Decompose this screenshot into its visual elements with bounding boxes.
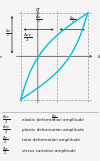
Text: $\frac{\Delta\varepsilon_e}{2}$: $\frac{\Delta\varepsilon_e}{2}$ — [69, 15, 76, 26]
Text: $\frac{\Delta\varepsilon_p}{2}$: $\frac{\Delta\varepsilon_p}{2}$ — [2, 124, 10, 137]
Text: $\frac{\Delta\varepsilon}{2}$: $\frac{\Delta\varepsilon}{2}$ — [2, 135, 8, 146]
Text: $\frac{\Delta\varepsilon_e}{2}$: $\frac{\Delta\varepsilon_e}{2}$ — [2, 114, 10, 126]
Text: $\Delta\sigma$: $\Delta\sigma$ — [0, 53, 4, 60]
Text: stress variation amplitude: stress variation amplitude — [22, 149, 76, 153]
Text: elastic deformation amplitude: elastic deformation amplitude — [22, 118, 84, 122]
Text: $\varepsilon$: $\varepsilon$ — [97, 53, 100, 60]
Text: plastic deformation amplitude: plastic deformation amplitude — [22, 128, 84, 132]
Text: $\frac{\Delta\varepsilon_p}{2}$: $\frac{\Delta\varepsilon_p}{2}$ — [35, 14, 42, 26]
Text: $\frac{\Delta\sigma}{2}$: $\frac{\Delta\sigma}{2}$ — [2, 145, 9, 156]
Text: $\sigma$: $\sigma$ — [35, 6, 41, 13]
Text: $\frac{\Delta\varepsilon_p}{2}$: $\frac{\Delta\varepsilon_p}{2}$ — [23, 32, 32, 45]
Text: total deformation amplitude: total deformation amplitude — [22, 138, 80, 142]
Text: $\frac{\Delta\sigma}{2}$: $\frac{\Delta\sigma}{2}$ — [5, 29, 12, 40]
Text: $\frac{\Delta\varepsilon_t}{2}$: $\frac{\Delta\varepsilon_t}{2}$ — [51, 112, 57, 124]
